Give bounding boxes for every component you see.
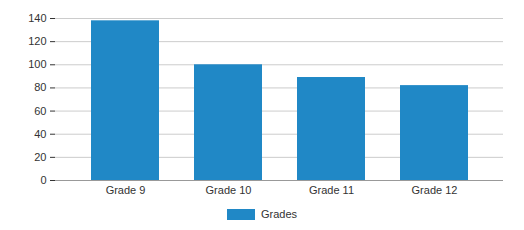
svg-text:20: 20: [34, 151, 46, 163]
svg-text:120: 120: [28, 35, 46, 47]
svg-text:Grade 12: Grade 12: [412, 184, 458, 196]
svg-text:Grade 10: Grade 10: [206, 184, 252, 196]
svg-text:100: 100: [28, 58, 46, 70]
svg-text:140: 140: [28, 12, 46, 24]
svg-text:80: 80: [34, 81, 46, 93]
svg-text:0: 0: [40, 174, 46, 186]
svg-text:60: 60: [34, 105, 46, 117]
svg-text:Grade 11: Grade 11: [309, 184, 354, 196]
html-text:Grades: Grades: [261, 208, 297, 220]
svg-text:Grade 9: Grade 9: [106, 184, 146, 196]
svg-text:40: 40: [34, 128, 46, 140]
